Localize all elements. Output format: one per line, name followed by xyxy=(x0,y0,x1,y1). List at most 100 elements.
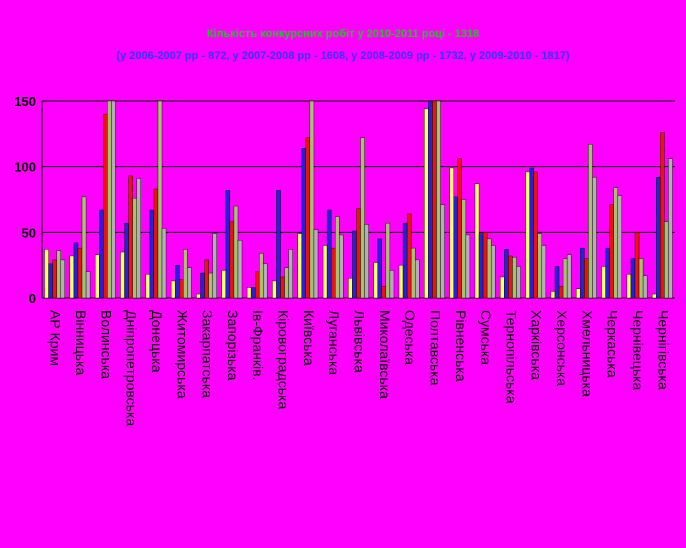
bar xyxy=(630,258,636,299)
bar xyxy=(580,247,585,299)
bar xyxy=(385,222,391,299)
bar xyxy=(529,167,534,299)
bar xyxy=(174,264,180,299)
bar xyxy=(103,113,108,299)
y-tick-label: 100 xyxy=(14,160,36,175)
category-label: Закарпатська xyxy=(200,310,216,398)
category-label: АР Крим xyxy=(48,310,64,366)
bar xyxy=(436,100,441,299)
category-label: Кіровоградська xyxy=(276,310,292,409)
bar xyxy=(664,221,669,299)
bar xyxy=(474,183,480,299)
bar xyxy=(233,205,239,299)
category-label: Одеська xyxy=(402,310,418,365)
bar xyxy=(613,187,618,299)
bar xyxy=(537,233,543,299)
bar xyxy=(500,276,505,299)
bar xyxy=(449,167,454,299)
bar xyxy=(364,224,369,299)
category-label: Житомирська xyxy=(174,310,190,399)
bar xyxy=(170,280,176,299)
bar xyxy=(373,262,378,299)
bar xyxy=(237,240,243,299)
category-label: Полтавська xyxy=(427,310,443,386)
category-label: Київська xyxy=(301,310,317,366)
bar xyxy=(660,132,665,299)
bar xyxy=(558,285,564,299)
bar xyxy=(183,249,188,299)
category-label: Запорізька xyxy=(225,310,241,381)
bar xyxy=(504,249,509,299)
bar xyxy=(259,253,264,299)
bar xyxy=(525,171,530,299)
bar xyxy=(196,293,201,299)
bar xyxy=(145,274,151,299)
bar xyxy=(584,258,589,299)
bar xyxy=(276,190,281,299)
bar xyxy=(490,245,496,299)
category-label: Львівська xyxy=(352,310,368,373)
bar xyxy=(132,197,137,299)
bar xyxy=(609,204,614,299)
bar xyxy=(634,232,640,299)
bar xyxy=(301,148,307,299)
bar xyxy=(94,254,100,299)
bar xyxy=(69,255,75,299)
category-label: Донецька xyxy=(149,310,165,373)
bar xyxy=(44,249,49,299)
bar xyxy=(221,270,227,299)
bar xyxy=(111,100,116,299)
bar xyxy=(461,199,467,299)
bar xyxy=(187,267,192,299)
bar xyxy=(601,266,606,299)
bar xyxy=(360,137,365,299)
bar xyxy=(272,280,277,299)
category-label: Дніпропетровська xyxy=(124,310,140,426)
bar xyxy=(432,100,437,299)
bar xyxy=(516,266,521,299)
bar xyxy=(157,100,163,299)
bar xyxy=(428,100,433,299)
bar xyxy=(212,233,217,299)
bar xyxy=(389,270,395,299)
bar xyxy=(124,222,129,299)
category-label: Вінницька xyxy=(73,310,89,375)
bar xyxy=(465,234,471,299)
bar xyxy=(339,234,344,299)
bar xyxy=(576,288,581,299)
bar xyxy=(457,158,463,299)
bar xyxy=(128,175,133,299)
category-label: Сумська xyxy=(478,310,494,365)
bar xyxy=(149,209,155,299)
bar xyxy=(656,176,661,299)
bar xyxy=(208,272,213,299)
bar xyxy=(107,100,112,299)
bar xyxy=(482,232,488,299)
bar xyxy=(398,264,404,299)
category-label: Чернівецька xyxy=(630,310,646,391)
bar xyxy=(280,276,285,299)
bar xyxy=(250,287,256,299)
bar xyxy=(533,171,538,299)
bar xyxy=(356,208,361,299)
bar xyxy=(592,176,597,299)
bar xyxy=(377,238,382,299)
bar xyxy=(566,254,572,299)
category-label: Ів-Франків. xyxy=(250,310,266,381)
bar xyxy=(322,245,328,299)
bar xyxy=(617,195,623,299)
bar xyxy=(309,100,315,299)
bar xyxy=(85,271,91,299)
bar xyxy=(453,196,458,299)
bar xyxy=(352,230,357,299)
bar xyxy=(81,196,87,299)
bar xyxy=(486,238,492,299)
bar xyxy=(424,108,429,299)
bar xyxy=(48,263,53,299)
bar xyxy=(284,267,289,299)
bar xyxy=(402,222,408,299)
y-tick-label: 150 xyxy=(14,94,36,109)
bar xyxy=(161,228,167,299)
bar xyxy=(562,258,568,299)
bar xyxy=(415,259,420,299)
